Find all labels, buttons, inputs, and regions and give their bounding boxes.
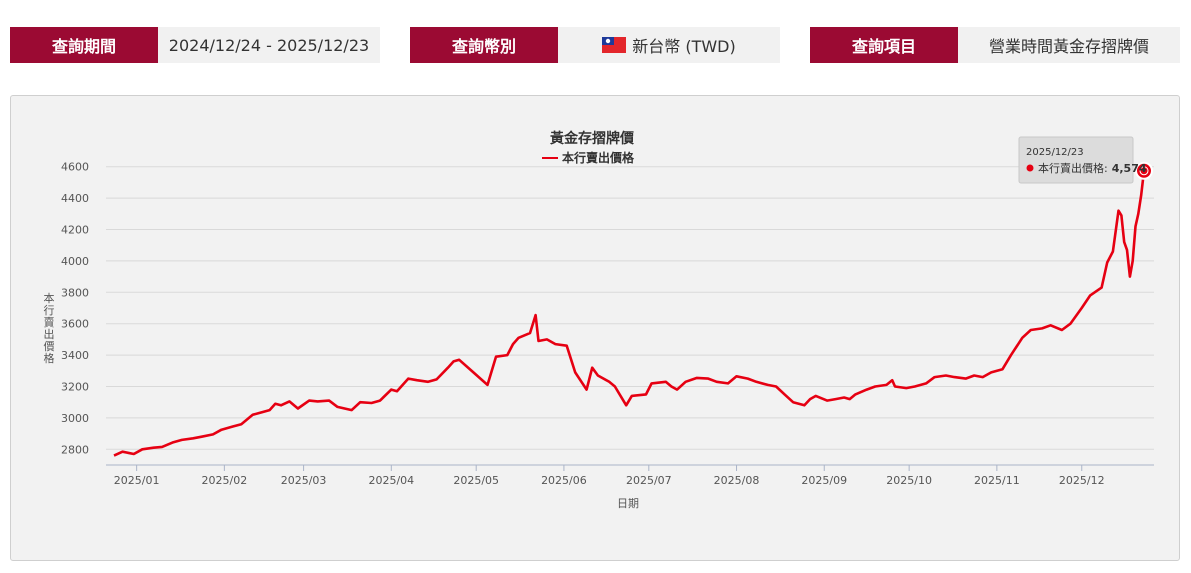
- y-axis-title-char: 本: [44, 291, 55, 305]
- price-chart[interactable]: 黃金存摺牌價 本行賣出價格 2800 3000 3200 3400 3600 3800 40…: [11, 96, 1179, 560]
- x-tick-label: 2025/11: [974, 474, 1020, 487]
- grid-lines: [106, 166, 1154, 450]
- item-value[interactable]: 營業時間黃金存摺牌價: [958, 27, 1180, 63]
- x-tick-label: 2025/10: [886, 474, 932, 487]
- y-tick-label: 3000: [61, 412, 89, 425]
- y-tick-label: 2800: [61, 443, 89, 456]
- currency-value: 新台幣 (TWD): [632, 37, 736, 56]
- y-axis-title-char: 行: [44, 304, 55, 317]
- chart-title: 黃金存摺牌價: [549, 130, 635, 147]
- legend-label[interactable]: 本行賣出價格: [562, 150, 635, 165]
- y-tick-label: 4600: [61, 161, 89, 174]
- x-tick-label: 2025/09: [801, 474, 847, 487]
- x-tick-label: 2025/01: [114, 474, 160, 487]
- x-tick-label: 2025/03: [281, 474, 327, 487]
- x-tick-label: 2025/06: [541, 474, 587, 487]
- y-axis-title-char: 價: [44, 339, 55, 353]
- x-tick-label: 2025/08: [714, 474, 760, 487]
- currency-label: 查詢幣別: [410, 27, 558, 63]
- y-axis-title-char: 格: [44, 351, 55, 365]
- y-tick-label: 4400: [61, 192, 89, 205]
- x-tick-label: 2025/07: [626, 474, 672, 487]
- y-axis-title-char: 賣: [44, 315, 55, 329]
- x-tick-label: 2025/04: [368, 474, 414, 487]
- y-axis-title: 本行賣出價格: [44, 291, 55, 365]
- y-tick-label: 3800: [61, 286, 89, 299]
- period-label: 查詢期間: [10, 27, 158, 63]
- x-tick-label: 2025/02: [202, 474, 248, 487]
- tooltip-value: 4,574: [1112, 162, 1147, 175]
- series-line: [113, 170, 1146, 457]
- tooltip-line: 本行賣出價格: 4,574: [1038, 161, 1147, 175]
- chart-panel: 黃金存摺牌價 本行賣出價格 2800 3000 3200 3400 3600 3800 40…: [10, 95, 1180, 561]
- x-axis-title: 日期: [617, 497, 639, 510]
- x-axis: 2025/01 2025/02 2025/03 2025/04 2025/05 2025/…: [106, 464, 1154, 487]
- tooltip-date: 2025/12/23: [1026, 147, 1084, 158]
- y-tick-label: 4200: [61, 224, 89, 237]
- tooltip-series-label: 本行賣出價格:: [1038, 161, 1108, 175]
- y-tick-label: 3200: [61, 381, 89, 394]
- period-value[interactable]: 2024/12/24 - 2025/12/23: [158, 27, 380, 63]
- last-point-marker-inner: [1139, 166, 1149, 176]
- y-axis: 2800 3000 3200 3400 3600 3800 4000 4200 4400 4600: [61, 161, 89, 457]
- taiwan-flag-icon: [602, 37, 627, 53]
- x-tick-label: 2025/12: [1059, 474, 1105, 487]
- tooltip: 2025/12/23 本行賣出價格: 4,574: [1018, 136, 1147, 184]
- currency-select[interactable]: 新台幣 (TWD): [558, 27, 780, 63]
- x-tick-label: 2025/05: [453, 474, 499, 487]
- tooltip-box: [1018, 136, 1134, 184]
- y-tick-label: 4000: [61, 255, 89, 268]
- y-tick-label: 3600: [61, 318, 89, 331]
- y-axis-title-char: 出: [44, 327, 55, 341]
- tooltip-dot: [1026, 164, 1034, 172]
- item-label: 查詢項目: [810, 27, 958, 63]
- y-tick-label: 3400: [61, 349, 89, 362]
